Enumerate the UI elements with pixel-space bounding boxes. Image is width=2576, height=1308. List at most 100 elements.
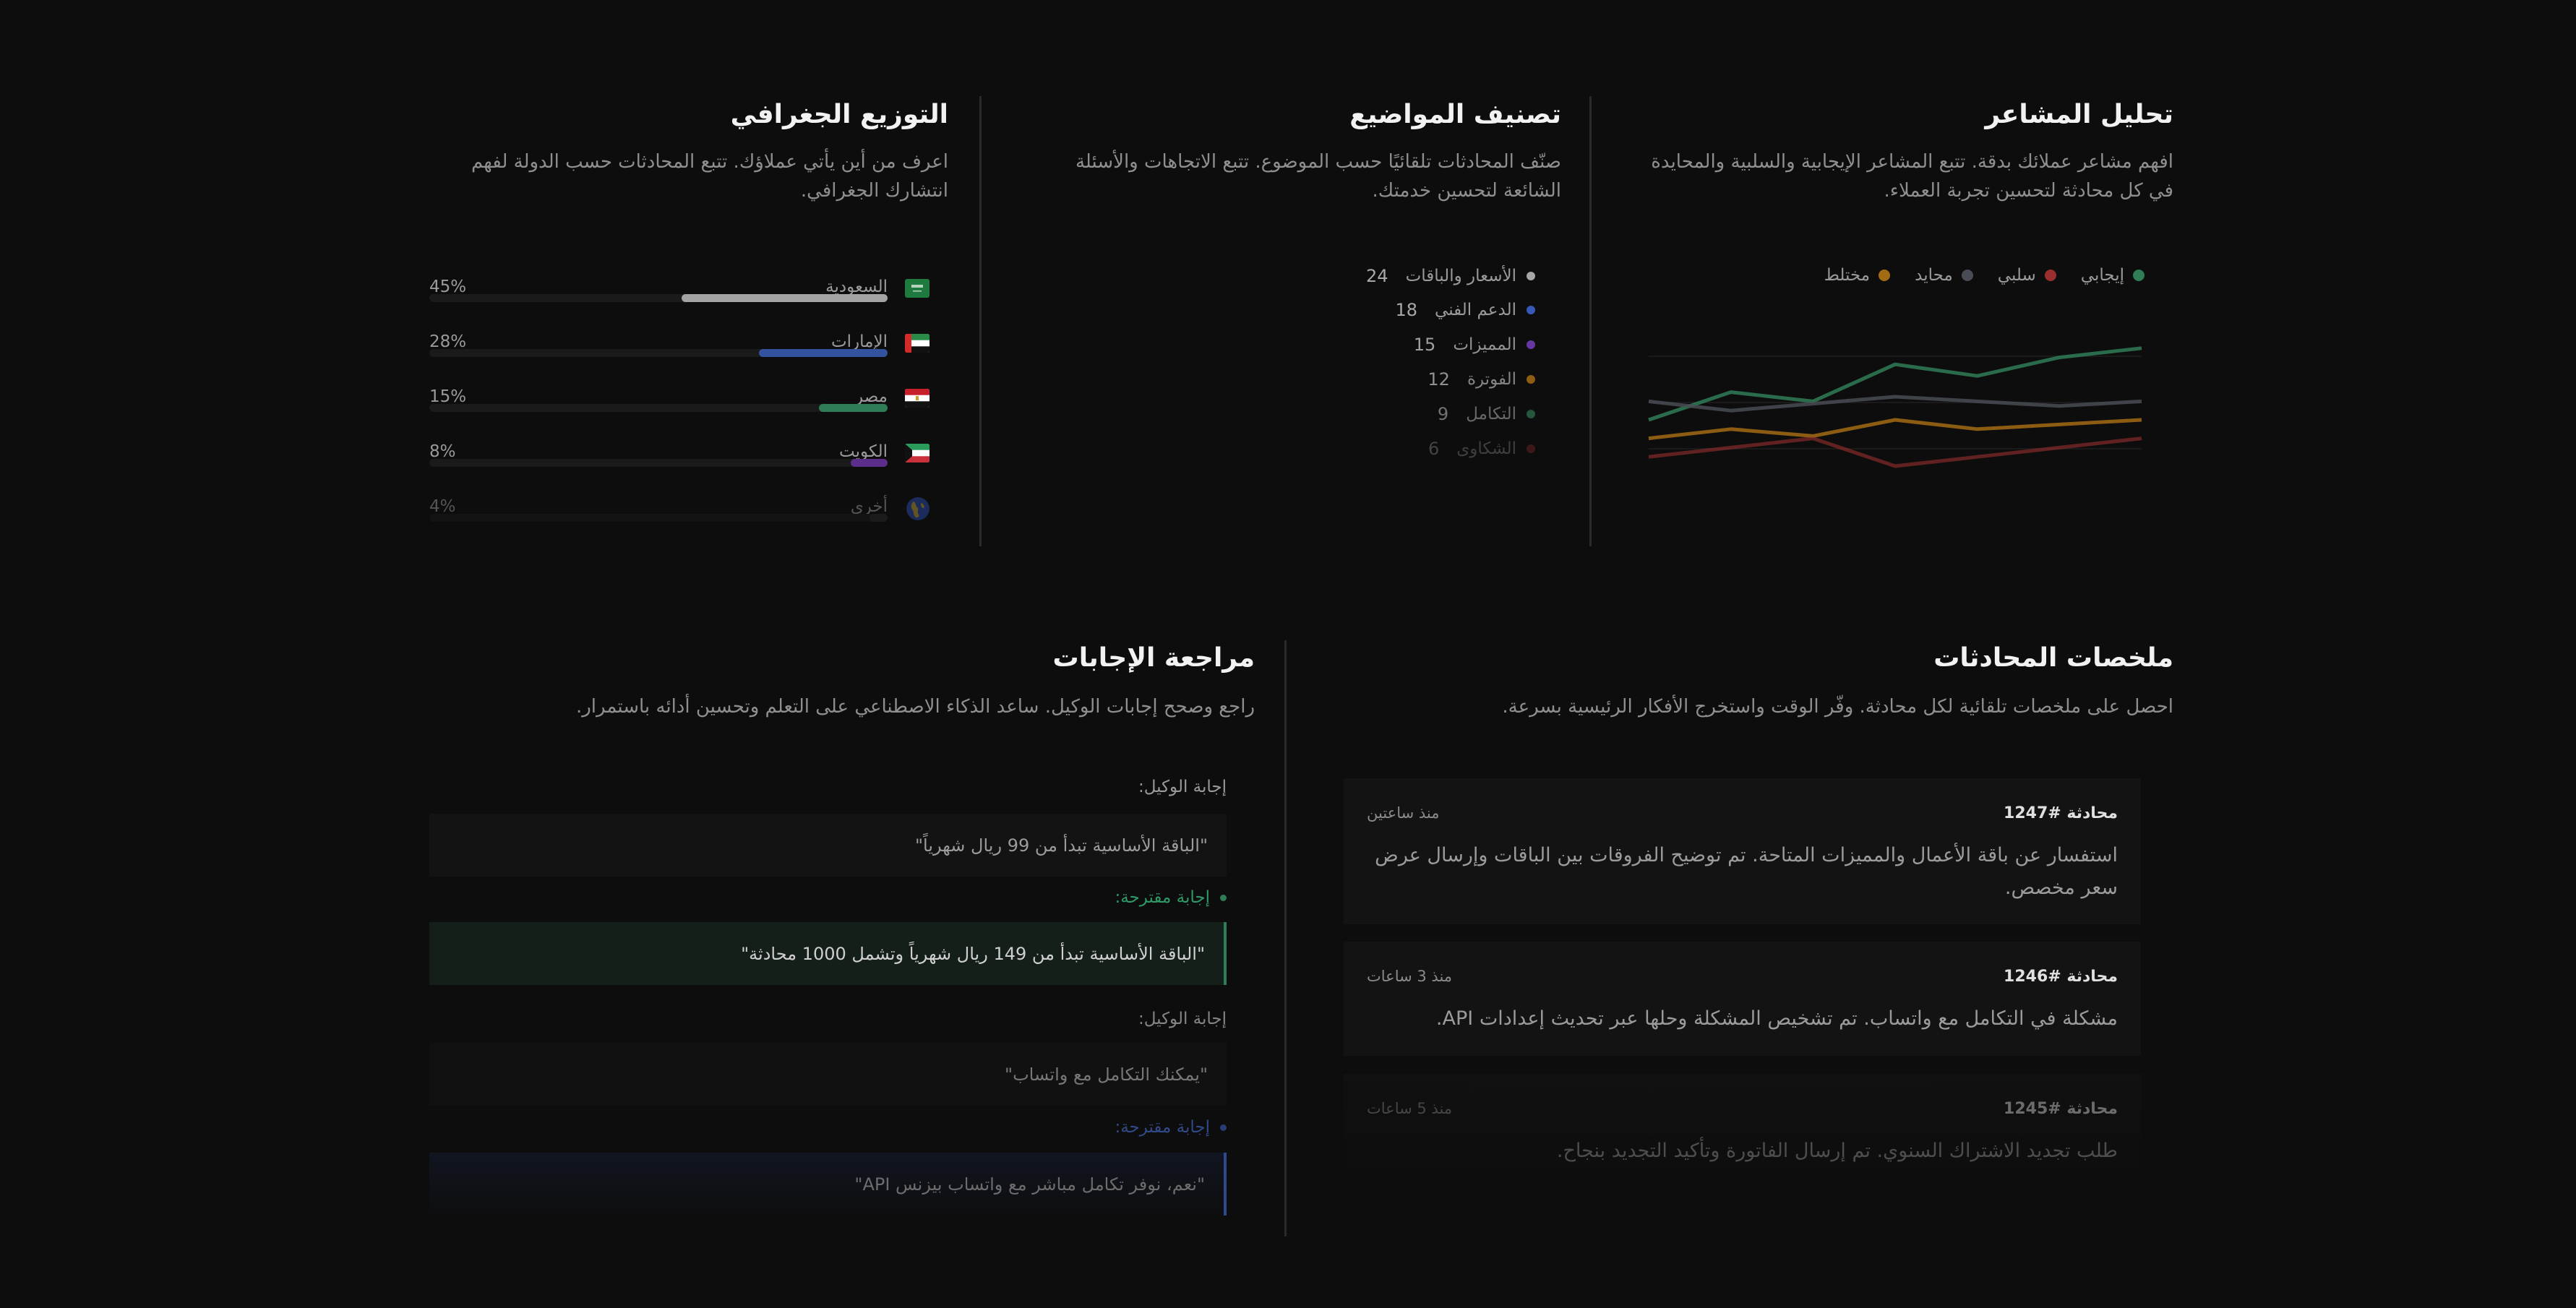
progress-track <box>429 459 888 467</box>
topic-dot-icon <box>1527 375 1535 384</box>
conversation-summary: مشكلة في التكامل مع واتساب. تم تشخيص الم… <box>1435 1007 2118 1030</box>
sentiment-title: تحليل المشاعر <box>1985 100 2173 129</box>
conversation-time: منذ 3 ساعات <box>1367 968 1453 985</box>
topic-count: 24 <box>1366 266 1388 286</box>
progress-track <box>429 404 888 412</box>
geo-row-other[interactable]: أخرى 4% <box>429 497 929 552</box>
review-list: إجابة الوكيل: "الباقة الأساسية تبدأ من 9… <box>429 0 1227 1308</box>
sentiment-description: افهم مشاعر عملائك بدقة. تتبع المشاعر الإ… <box>1651 151 2173 202</box>
topic-item[interactable]: المميزات 15 <box>1414 334 1535 356</box>
geo-list: السعودية 45% الإمارات 28% مصر 15% <box>429 0 929 549</box>
geo-row-egypt[interactable]: مصر 15% <box>429 387 929 442</box>
sentiment-legend: إيجابي سلبي محايد مختلط <box>1824 266 2144 285</box>
suggested-answer-text: "نعم، نوفر تكامل مباشر مع واتساب بيزنس A… <box>854 1174 1205 1195</box>
chart-gridlines <box>1649 356 2142 449</box>
globe-icon <box>906 497 929 520</box>
geo-description: اعرف من أين يأتي عملاؤك. تتبع المحادثات … <box>471 151 948 202</box>
topic-label: التكامل <box>1466 405 1516 423</box>
topic-dot-icon <box>1527 444 1535 453</box>
percent-label: 45% <box>429 277 467 296</box>
egypt-flag-icon <box>905 389 929 408</box>
uae-flag-icon <box>905 334 929 353</box>
progress-fill <box>818 404 888 412</box>
topic-item[interactable]: الفوترة 12 <box>1427 369 1535 390</box>
summaries-description: احصل على ملخصات تلقائية لكل محادثة. وفّر… <box>1502 696 2173 718</box>
conversation-time: منذ ساعتين <box>1367 804 1440 822</box>
topic-count: 6 <box>1427 439 1440 459</box>
kuwait-flag-icon <box>905 444 929 462</box>
conversation-id: محادثة #1246 <box>2004 968 2118 986</box>
topic-count: 9 <box>1437 404 1449 424</box>
suggested-answer-box[interactable]: "الباقة الأساسية تبدأ من 149 ريال شهرياً… <box>429 922 1227 985</box>
progress-fill <box>851 459 888 467</box>
geo-title: التوزيع الجغرافي <box>730 100 948 129</box>
topic-item[interactable]: الأسعار والباقات 24 <box>1366 265 1535 287</box>
geo-row-kuwait[interactable]: الكويت 8% <box>429 442 929 497</box>
percent-label: 15% <box>429 387 467 406</box>
topic-count: 18 <box>1395 300 1418 320</box>
percent-label: 4% <box>429 497 456 516</box>
topic-label: الدعم الفني <box>1435 301 1516 319</box>
legend-dot-icon <box>2044 270 2056 281</box>
topic-dot-icon <box>1527 306 1535 314</box>
topics-title: تصنيف المواضيع <box>1349 100 1561 129</box>
suggested-label-text: إجابة مقترحة: <box>1115 888 1210 907</box>
chart-series-line <box>1648 418 2142 441</box>
summary-card[interactable]: محادثة #1246 منذ 3 ساعات مشكلة في التكام… <box>1344 942 2141 1056</box>
suggested-answer-label: إجابة مقترحة: <box>1115 888 1227 907</box>
agent-answer-box: "يمكنك التكامل مع واتساب" <box>429 1043 1227 1106</box>
summary-card[interactable]: محادثة #1245 منذ 5 ساعات طلب تجديد الاشت… <box>1344 1074 2141 1188</box>
suggested-answer-label: إجابة مقترحة: <box>1115 1118 1227 1137</box>
suggested-label-text: إجابة مقترحة: <box>1115 1118 1210 1137</box>
progress-fill <box>759 349 888 357</box>
topic-dot-icon <box>1527 410 1535 418</box>
chart-series-line <box>1648 395 2142 413</box>
agent-answer-label: إجابة الوكيل: <box>1138 1010 1227 1028</box>
agent-answer-box: "الباقة الأساسية تبدأ من 99 ريال شهرياً" <box>429 814 1227 877</box>
topic-item[interactable]: التكامل 9 <box>1438 403 1535 425</box>
conversation-summary: استفسار عن باقة الأعمال والمميزات المتاح… <box>1375 844 2118 899</box>
saudi-flag-icon <box>905 279 929 298</box>
topics-description: صنّف المحادثات تلقائيًا حسب الموضوع. تتب… <box>1075 151 1561 202</box>
conversation-summary: طلب تجديد الاشتراك السنوي. تم إرسال الفا… <box>1556 1140 2118 1162</box>
topic-dot-icon <box>1527 272 1535 280</box>
conversation-id: محادثة #1245 <box>2004 1100 2118 1118</box>
column-divider <box>1284 640 1287 1236</box>
topic-label: المميزات <box>1453 335 1516 354</box>
progress-fill <box>681 294 888 302</box>
geo-row-saudi[interactable]: السعودية 45% <box>429 277 929 332</box>
legend-label: مختلط <box>1824 266 1871 285</box>
topic-item[interactable]: الدعم الفني 18 <box>1395 299 1535 321</box>
review-description: راجع وصحح إجابات الوكيل. ساعد الذكاء الا… <box>575 696 1255 718</box>
legend-label: محايد <box>1915 266 1953 285</box>
legend-dot-icon <box>1961 270 1973 281</box>
agent-answer-label: إجابة الوكيل: <box>1138 778 1227 796</box>
sentiment-line-chart <box>1648 346 2142 468</box>
bullet-dot-icon <box>1220 1124 1227 1131</box>
geo-row-uae[interactable]: الإمارات 28% <box>429 332 929 387</box>
topic-count: 12 <box>1427 369 1450 390</box>
progress-track <box>429 349 888 357</box>
summaries-title: ملخصات المحادثات <box>1933 643 2173 673</box>
country-label: الإمارات <box>831 332 888 351</box>
legend-item-positive: إيجابي <box>2081 266 2144 285</box>
percent-label: 28% <box>429 332 467 351</box>
conversation-time: منذ 5 ساعات <box>1367 1100 1453 1117</box>
legend-dot-icon <box>1879 270 1891 281</box>
topic-dot-icon <box>1527 340 1535 349</box>
suggested-answer-text: "الباقة الأساسية تبدأ من 149 ريال شهرياً… <box>741 943 1205 964</box>
summary-card[interactable]: محادثة #1247 منذ ساعتين استفسار عن باقة … <box>1344 778 2141 924</box>
country-label: مصر <box>855 387 888 406</box>
legend-label: سلبي <box>1997 266 2036 285</box>
topic-item[interactable]: الشكاوى 6 <box>1428 438 1535 460</box>
agent-answer-text: "الباقة الأساسية تبدأ من 99 ريال شهرياً" <box>914 835 1208 856</box>
topics-list: الأسعار والباقات 24 الدعم الفني 18 الممي… <box>1246 0 1535 506</box>
chart-series-line <box>1648 436 2142 468</box>
suggested-answer-box[interactable]: "نعم، نوفر تكامل مباشر مع واتساب بيزنس A… <box>429 1153 1227 1216</box>
legend-dot-icon <box>2133 270 2144 281</box>
percent-label: 8% <box>429 442 456 461</box>
topic-label: الشكاوى <box>1456 439 1516 458</box>
legend-item-mixed: مختلط <box>1824 266 1891 285</box>
review-title: مراجعة الإجابات <box>1052 643 1255 673</box>
country-label: أخرى <box>850 497 888 516</box>
